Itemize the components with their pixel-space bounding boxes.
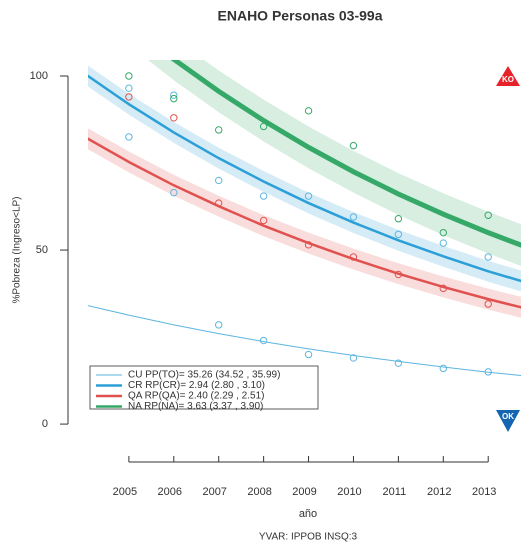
- x-tick-label: 2010: [337, 486, 361, 498]
- fit-line: [88, 305, 521, 377]
- confidence-band: [88, 128, 521, 318]
- chart-title: ENAHO Personas 03-99a: [218, 8, 383, 24]
- y-tick-label: 100: [30, 70, 48, 82]
- data-point: [259, 122, 268, 131]
- data-point: [349, 354, 358, 362]
- y-tick-label: 0: [42, 418, 48, 430]
- caption: YVAR: IPPOB INSQ:3: [259, 532, 358, 542]
- data-point: [125, 72, 133, 80]
- data-point: [215, 321, 223, 329]
- confidence-band: [147, 60, 521, 266]
- data-point: [484, 253, 492, 261]
- data-point: [304, 192, 313, 200]
- y-tick-label: 50: [36, 244, 48, 256]
- data-point: [439, 239, 447, 247]
- data-point: [125, 93, 133, 101]
- legend-box: [89, 365, 319, 410]
- data-point: [349, 253, 358, 261]
- data-point: [349, 141, 358, 150]
- data-point: [259, 216, 268, 225]
- data-point: [304, 241, 313, 249]
- ok-icon: [496, 410, 520, 432]
- x-tick-label: 2007: [202, 486, 226, 498]
- legend-label: QA RP(QA)= 2.40 (2.29 , 2.51): [128, 391, 264, 402]
- x-tick-label: 2005: [113, 486, 137, 498]
- data-point: [484, 368, 492, 376]
- fit-line: [88, 74, 521, 283]
- data-point: [484, 300, 492, 308]
- data-point: [394, 359, 403, 367]
- data-point: [259, 192, 268, 200]
- data-point: [259, 336, 268, 345]
- x-tick-label: 2006: [158, 486, 182, 498]
- data-point: [484, 211, 492, 219]
- data-point: [394, 270, 403, 279]
- ko-icon: [496, 66, 520, 86]
- legend-label: CR RP(CR)= 2.94 (2.80 , 3.10): [128, 380, 265, 391]
- data-point: [304, 107, 313, 115]
- x-tick-label: 2012: [427, 486, 451, 498]
- x-tick-label: 2009: [292, 486, 316, 498]
- y-axis-label: %Pobreza (Ingreso<LP): [12, 196, 23, 303]
- data-point: [170, 188, 178, 197]
- ok-label: OK: [502, 412, 514, 421]
- x-tick-label: 2011: [383, 486, 407, 498]
- fit-line: [170, 60, 521, 248]
- data-point: [170, 94, 178, 103]
- data-point: [215, 126, 223, 134]
- data-point: [125, 84, 133, 92]
- data-point: [170, 114, 178, 122]
- legend-label: CU PP(TO)= 35.26 (34.52 , 35.99): [128, 370, 280, 381]
- fit-line: [88, 137, 521, 309]
- plot-area: [88, 60, 521, 377]
- x-tick-label: 2013: [472, 486, 496, 498]
- data-point: [170, 91, 178, 99]
- data-point: [125, 133, 133, 141]
- ko-label: KO: [502, 75, 514, 84]
- data-point: [394, 230, 403, 239]
- data-point: [304, 350, 313, 359]
- x-tick-label: 2008: [247, 486, 271, 498]
- data-point: [439, 228, 447, 237]
- x-axis-label: año: [299, 508, 317, 520]
- data-point: [394, 215, 403, 223]
- legend-label: NA RP(NA)= 3.63 (3.37 , 3.90): [128, 401, 263, 412]
- data-point: [439, 364, 447, 373]
- data-point: [349, 213, 358, 221]
- data-point: [215, 176, 223, 185]
- data-point: [215, 199, 223, 207]
- data-point: [439, 284, 447, 293]
